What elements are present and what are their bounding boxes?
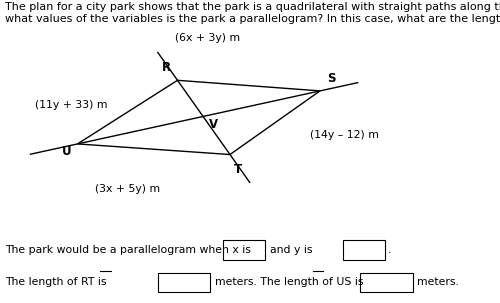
Text: and y is: and y is bbox=[270, 245, 312, 255]
Text: what values of the variables is the park a parallelogram? In this case, what are: what values of the variables is the park… bbox=[5, 14, 500, 24]
Bar bbox=[158, 273, 210, 292]
Text: (11y + 33) m: (11y + 33) m bbox=[35, 99, 108, 110]
Text: V: V bbox=[209, 118, 218, 131]
Text: (3x + 5y) m: (3x + 5y) m bbox=[95, 184, 160, 195]
Text: S: S bbox=[327, 72, 335, 85]
Text: T: T bbox=[234, 163, 241, 176]
Bar bbox=[342, 240, 385, 260]
Text: U: U bbox=[62, 145, 72, 158]
Text: (14y – 12) m: (14y – 12) m bbox=[310, 130, 379, 140]
Text: .: . bbox=[388, 245, 391, 255]
Text: meters. The length of US is: meters. The length of US is bbox=[215, 277, 364, 288]
Text: meters.: meters. bbox=[418, 277, 460, 288]
Text: The length of RT is: The length of RT is bbox=[5, 277, 106, 288]
Bar bbox=[222, 240, 265, 260]
Text: The park would be a parallelogram when x is: The park would be a parallelogram when x… bbox=[5, 245, 251, 255]
Text: R: R bbox=[162, 61, 171, 74]
Text: The plan for a city park shows that the park is a quadrilateral with straight pa: The plan for a city park shows that the … bbox=[5, 2, 500, 12]
Bar bbox=[360, 273, 412, 292]
Text: (6x + 3y) m: (6x + 3y) m bbox=[175, 33, 240, 43]
